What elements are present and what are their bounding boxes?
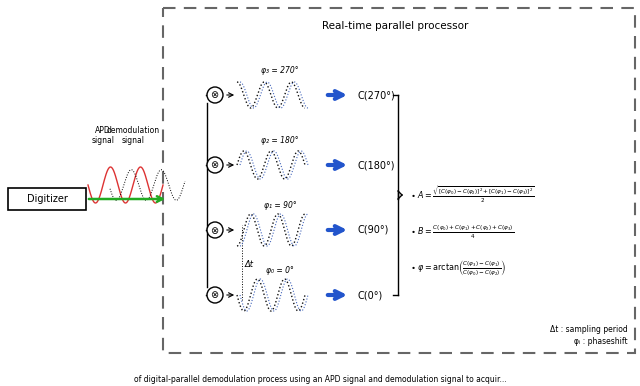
Text: Δt: Δt xyxy=(245,260,254,269)
Text: $\otimes$: $\otimes$ xyxy=(211,290,220,300)
Text: of digital-parallel demodulation process using an APD signal and demodulation si: of digital-parallel demodulation process… xyxy=(134,376,506,384)
Text: $\otimes$: $\otimes$ xyxy=(211,90,220,100)
Text: $\bullet\ A = \frac{\sqrt{[C(\varphi_0)-C(\varphi_2)]^2+[C(\varphi_1)-C(\varphi_: $\bullet\ A = \frac{\sqrt{[C(\varphi_0)-… xyxy=(410,185,534,205)
Text: $\otimes$: $\otimes$ xyxy=(211,225,220,235)
Bar xyxy=(8,188,86,210)
Text: C(90°): C(90°) xyxy=(358,225,389,235)
Text: APD
signal: APD signal xyxy=(92,125,115,145)
Circle shape xyxy=(207,287,223,303)
Text: Real-time parallel processor: Real-time parallel processor xyxy=(322,21,468,31)
Text: C(180°): C(180°) xyxy=(358,160,396,170)
Text: $\otimes$: $\otimes$ xyxy=(211,159,220,171)
Circle shape xyxy=(207,157,223,173)
Text: φ₁ = 90°: φ₁ = 90° xyxy=(264,201,296,210)
Text: φ₀ = 0°: φ₀ = 0° xyxy=(266,266,294,275)
Text: $\bullet\ B = \frac{C(\varphi_0)+C(\varphi_1)+C(\varphi_2)+C(\varphi_3)}{4}$: $\bullet\ B = \frac{C(\varphi_0)+C(\varp… xyxy=(410,223,514,241)
Text: φ₂ = 180°: φ₂ = 180° xyxy=(261,136,299,145)
Circle shape xyxy=(207,87,223,103)
Text: demodulation
signal: demodulation signal xyxy=(106,125,159,145)
Bar xyxy=(163,8,635,353)
Text: φ₃ = 270°: φ₃ = 270° xyxy=(261,66,299,75)
Text: Δt : sampling period: Δt : sampling period xyxy=(550,325,628,335)
Circle shape xyxy=(207,222,223,238)
Text: $\bullet\ \varphi = \arctan\!\left(\frac{C(\varphi_3)-C(\varphi_1)}{C(\varphi_0): $\bullet\ \varphi = \arctan\!\left(\frac… xyxy=(410,258,506,278)
Text: φᵢ : phaseshift: φᵢ : phaseshift xyxy=(574,337,628,347)
Text: Digitizer: Digitizer xyxy=(27,194,67,204)
Text: C(270°): C(270°) xyxy=(358,90,396,100)
Text: C(0°): C(0°) xyxy=(358,290,383,300)
